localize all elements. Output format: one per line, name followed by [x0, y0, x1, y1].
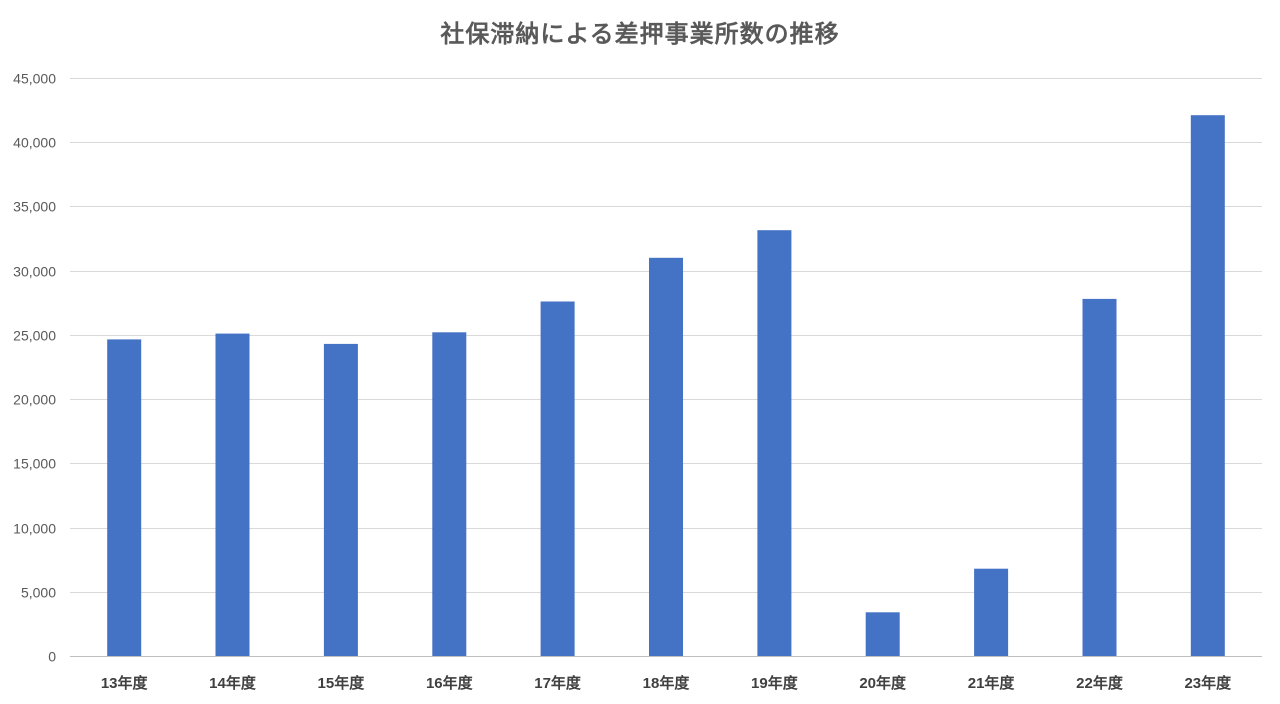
bar [323, 343, 358, 656]
x-tick-label: 17年度 [534, 674, 582, 692]
bar [1190, 115, 1225, 656]
x-tick-label: 21年度 [968, 674, 1016, 692]
x-tick-label: 18年度 [643, 674, 691, 692]
x-tick-label: 22年度 [1076, 674, 1124, 692]
x-tick-label: 13年度 [101, 674, 149, 692]
y-tick-label: 30,000 [13, 264, 56, 280]
bar [974, 568, 1009, 656]
bar [432, 332, 467, 656]
x-tick-label: 20年度 [859, 674, 907, 692]
y-axis-ticks: 0 5,000 10,000 15,000 20,000 25,000 30,000 35,0… [13, 71, 56, 665]
y-tick-label: 45,000 [13, 71, 56, 87]
bars [107, 115, 1225, 656]
bar [649, 257, 683, 656]
bar [1082, 298, 1117, 656]
y-tick-label: 0 [48, 649, 56, 665]
y-tick-label: 15,000 [13, 456, 56, 472]
bar [107, 339, 142, 656]
chart-title: 社保滞納による差押事業所数の推移 [440, 21, 840, 48]
x-axis-ticks: 13年度 14年度 15年度 16年度 17年度 18年度 19年度 20年度 21年度 22年度… [101, 674, 1232, 692]
bar [757, 230, 792, 656]
y-tick-label: 10,000 [13, 521, 56, 537]
y-tick-label: 25,000 [13, 328, 56, 344]
bar [540, 301, 575, 656]
bar [215, 333, 250, 656]
x-tick-label: 23年度 [1184, 674, 1232, 692]
y-tick-label: 40,000 [13, 135, 56, 151]
x-tick-label: 14年度 [209, 674, 257, 692]
y-tick-label: 5,000 [21, 585, 56, 601]
bar [865, 612, 900, 656]
x-tick-label: 19年度 [751, 674, 799, 692]
x-tick-label: 15年度 [318, 674, 366, 692]
y-tick-label: 20,000 [13, 392, 56, 408]
y-tick-label: 35,000 [13, 199, 56, 215]
x-tick-label: 16年度 [426, 674, 474, 692]
